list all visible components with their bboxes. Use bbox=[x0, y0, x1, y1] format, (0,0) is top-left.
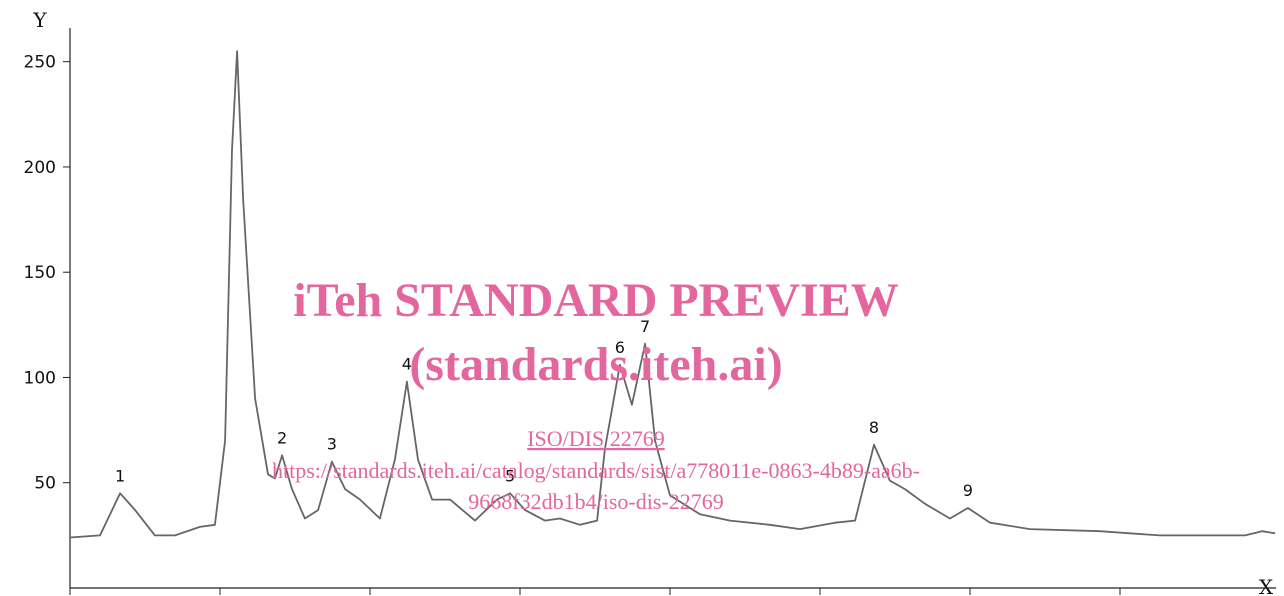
peak-label: 9 bbox=[963, 481, 973, 500]
y-tick-label: 50 bbox=[34, 474, 56, 494]
watermark-title: iTeh STANDARD PREVIEW bbox=[293, 274, 898, 327]
y-axis-label: Y bbox=[32, 8, 47, 32]
watermark-url: https://standards.iteh.ai/catalog/standa… bbox=[272, 458, 920, 483]
peak-label: 3 bbox=[327, 435, 337, 454]
watermark-doc: ISO/DIS 22769 bbox=[527, 426, 665, 451]
y-tick-label: 250 bbox=[24, 53, 56, 73]
peak-label: 2 bbox=[277, 428, 287, 447]
y-tick-label: 100 bbox=[24, 368, 56, 388]
y-tick-label: 200 bbox=[24, 158, 56, 178]
peak-label: 5 bbox=[505, 466, 515, 485]
peak-label: 7 bbox=[640, 317, 650, 336]
spectrum-line bbox=[69, 50, 1276, 539]
peak-label: 1 bbox=[115, 466, 125, 485]
peak-label: 8 bbox=[869, 418, 879, 437]
x-axis-label: X bbox=[1259, 575, 1274, 596]
peak-label: 4 bbox=[402, 355, 412, 374]
peak-label: 6 bbox=[615, 338, 625, 357]
y-tick-label: 150 bbox=[24, 263, 56, 283]
watermark-url: 9668f32db1b4/iso-dis-22769 bbox=[468, 489, 723, 514]
watermark-subtitle: (standards.iteh.ai) bbox=[409, 338, 782, 391]
watermark: iTeh STANDARD PREVIEW (standards.iteh.ai… bbox=[272, 274, 920, 514]
